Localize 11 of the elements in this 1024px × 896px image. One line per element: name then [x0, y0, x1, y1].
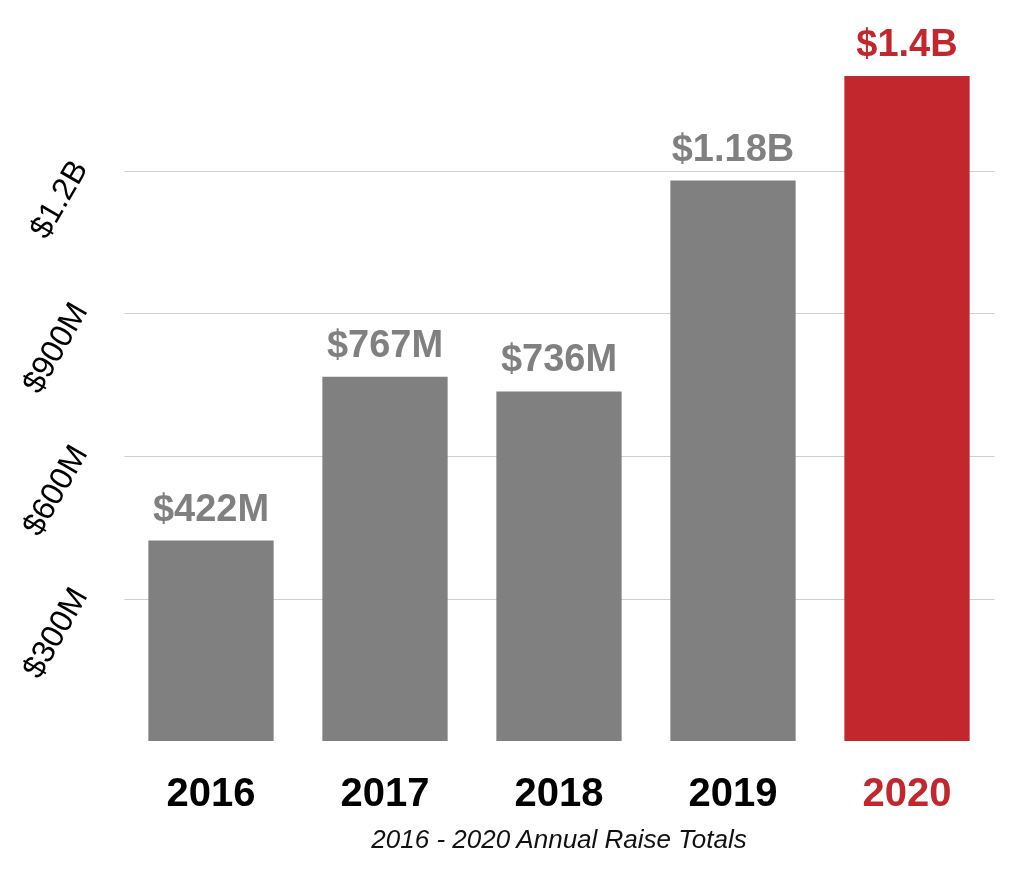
x-tick-label: 2020 — [862, 769, 952, 814]
data-label: $422M — [152, 486, 270, 529]
data-label: $1.4B — [856, 22, 958, 64]
x-tick-label: 2017 — [340, 769, 430, 814]
x-tick-label: 2016 — [166, 769, 256, 814]
data-label: $736M — [500, 337, 618, 380]
x-tick-label: 2019 — [688, 769, 778, 814]
data-label: $767M — [326, 322, 444, 365]
x-tick-label: 2018 — [514, 769, 604, 814]
text: 2016 - 2020 Annual Raise Totals — [370, 824, 747, 854]
data-label: $1.18B — [671, 126, 795, 169]
